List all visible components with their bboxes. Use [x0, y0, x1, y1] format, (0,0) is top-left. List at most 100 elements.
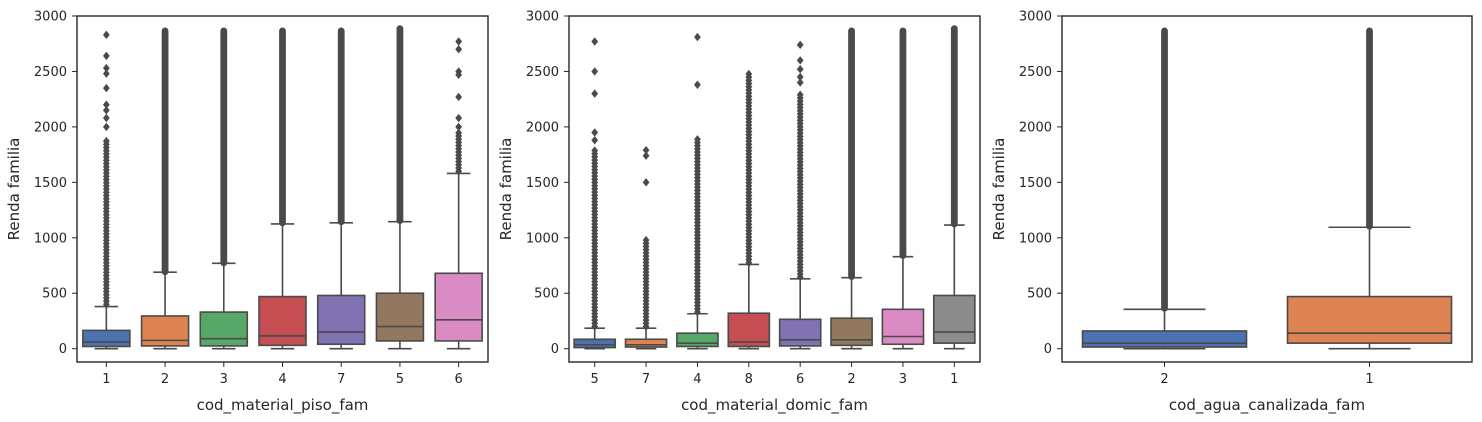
- outlier-point: [796, 90, 804, 99]
- outlier-band: [950, 25, 958, 228]
- x-tick-label: 2: [161, 372, 169, 387]
- outlier-point: [102, 100, 110, 109]
- outlier-point: [642, 178, 650, 187]
- y-tick-label: 1000: [526, 231, 559, 246]
- box-iqr: [1286, 295, 1453, 344]
- outlier-band: [279, 27, 286, 227]
- y-axis-label: Renda familia: [990, 138, 1008, 241]
- outlier-point: [102, 51, 110, 61]
- outlier-point: [694, 32, 701, 42]
- box-iqr: [258, 295, 307, 347]
- x-axis-label: cod_material_domic_fam: [681, 396, 868, 415]
- box-iqr: [881, 308, 925, 346]
- outlier-point: [796, 78, 804, 87]
- outlier-point: [796, 40, 804, 50]
- outlier-point: [591, 136, 599, 145]
- axes-frame: [76, 15, 489, 363]
- box-iqr: [573, 338, 617, 349]
- x-axis-label: cod_material_piso_fam: [197, 396, 369, 415]
- box-iqr: [1081, 330, 1248, 348]
- outlier-point: [102, 63, 110, 73]
- box-group-3: [881, 27, 925, 350]
- y-tick-label: 3000: [526, 10, 559, 25]
- x-tick-label: 7: [642, 372, 650, 387]
- outlier-point: [455, 45, 463, 54]
- box-group-5: [375, 25, 425, 350]
- outlier-band: [337, 27, 345, 226]
- box-group-8: [727, 69, 771, 350]
- outlier-point: [102, 113, 110, 123]
- y-tick-label: 2500: [34, 65, 67, 80]
- x-tick-label: 2: [1160, 372, 1168, 387]
- outlier-point: [591, 37, 599, 46]
- box-group-6: [778, 40, 822, 350]
- outlier-band: [899, 27, 907, 259]
- box-group-6: [434, 37, 483, 350]
- x-tick-label: 8: [745, 372, 753, 387]
- box-iqr: [375, 292, 425, 342]
- x-tick-label: 3: [899, 372, 907, 387]
- outlier-point: [796, 65, 804, 74]
- x-tick-label: 1: [1365, 372, 1373, 387]
- outlier-point: [102, 83, 110, 93]
- outlier-point: [591, 67, 599, 76]
- y-tick-label: 0: [1044, 342, 1052, 357]
- axes-frame: [1061, 15, 1473, 363]
- outlier-point: [102, 122, 110, 132]
- outlier-point: [591, 146, 599, 155]
- box-group-4: [258, 27, 307, 350]
- box-group-2: [830, 27, 873, 350]
- y-tick-label: 500: [534, 287, 559, 302]
- outlier-point: [642, 235, 650, 245]
- outlier-band: [396, 25, 404, 225]
- outlier-point: [455, 122, 463, 132]
- outlier-point: [591, 89, 599, 98]
- outlier-point: [642, 151, 650, 160]
- x-tick-label: 3: [220, 372, 228, 387]
- y-tick-label: 0: [551, 342, 559, 357]
- x-tick-label: 4: [278, 372, 286, 387]
- box-group-3: [199, 27, 249, 350]
- box-iqr: [624, 338, 668, 348]
- outlier-point: [591, 128, 599, 137]
- box-iqr: [830, 317, 873, 347]
- x-tick-label: 6: [455, 372, 463, 387]
- outlier-point: [745, 69, 753, 79]
- boxplot-domic-panel: 0 500 1000 1500 2000 2500 3000 5 7 4 8 6 2 3 1 cod_mate…: [497, 10, 981, 415]
- outlier-band: [848, 27, 855, 281]
- x-tick-label: 7: [337, 372, 345, 387]
- y-tick-label: 1000: [34, 231, 67, 246]
- outlier-point: [694, 80, 701, 89]
- outlier-band: [161, 27, 169, 276]
- box-iqr: [316, 294, 366, 346]
- box-group-7: [624, 145, 668, 350]
- box-iqr: [199, 311, 249, 347]
- x-tick-label: 4: [693, 372, 701, 387]
- outlier-point: [455, 67, 463, 76]
- box-group-4: [676, 32, 719, 350]
- y-tick-label: 3000: [34, 10, 67, 25]
- box-iqr: [140, 315, 190, 347]
- outlier-point: [102, 30, 110, 40]
- outlier-point: [455, 37, 463, 46]
- x-tick-label: 2: [847, 372, 855, 387]
- box-group-1: [82, 30, 131, 350]
- x-tick-label: 1: [102, 372, 110, 387]
- y-axis-label: Renda familia: [497, 138, 515, 241]
- y-axis-label: Renda familia: [5, 138, 23, 241]
- y-tick-label: 500: [1027, 287, 1052, 302]
- outlier-point: [455, 113, 463, 123]
- outlier-band: [1161, 27, 1168, 312]
- x-axis-label: cod_agua_canalizada_fam: [1169, 396, 1365, 415]
- y-tick-label: 3000: [1019, 10, 1052, 25]
- y-tick-label: 1500: [34, 176, 67, 191]
- boxplot-agua-panel: 0 500 1000 1500 2000 2500 3000 2 1cod_agua_canal…: [990, 10, 1473, 415]
- box-group-7: [316, 27, 366, 350]
- box-iqr: [434, 272, 483, 342]
- outlier-point: [455, 128, 463, 138]
- y-tick-label: 2500: [1019, 65, 1052, 80]
- outlier-point: [102, 106, 110, 115]
- y-tick-label: 2500: [526, 65, 559, 80]
- outlier-band: [1366, 27, 1373, 230]
